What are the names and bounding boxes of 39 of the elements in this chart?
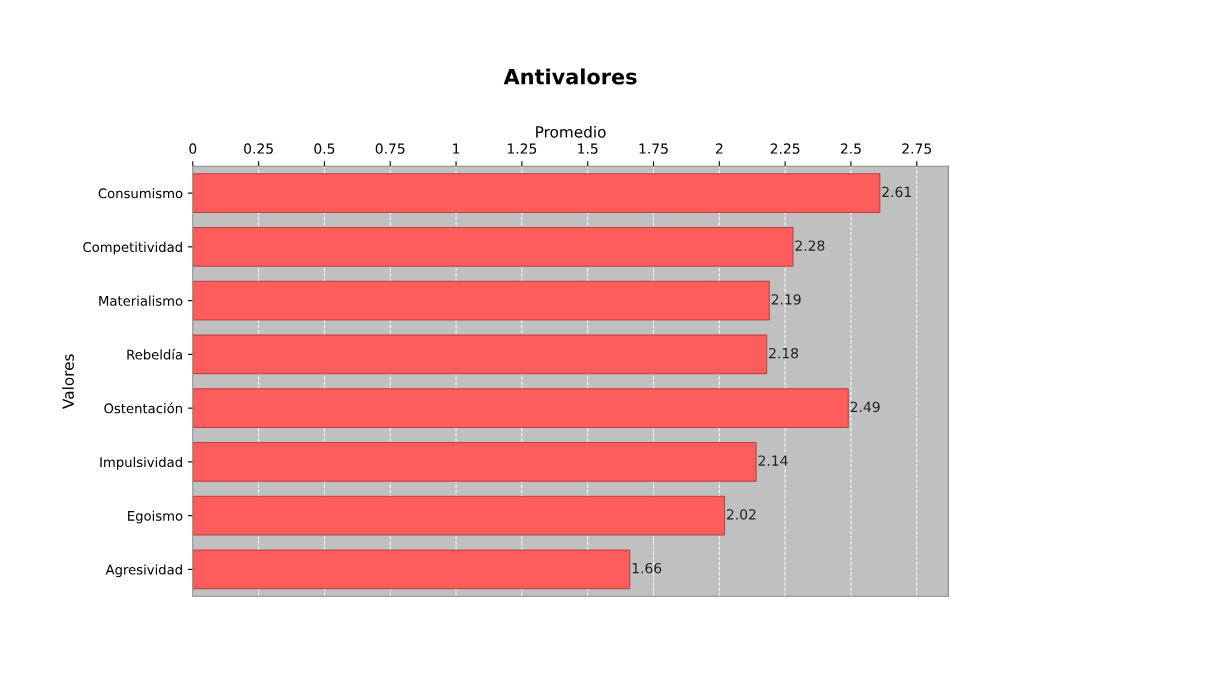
bar	[192, 495, 725, 536]
y-tick-label: Materialismo	[99, 295, 183, 306]
x-tick-label: 1.25	[507, 143, 537, 154]
x-tick-label: 1.5	[578, 143, 598, 154]
y-tick-label: Rebeldía	[127, 348, 182, 360]
data-label: 2.18	[769, 347, 799, 359]
x-tick-label: 0.75	[375, 143, 405, 154]
data-label: 2.28	[795, 240, 825, 251]
y-tick-label: Consumismo	[98, 188, 183, 199]
y-tick-label: Ostentación	[104, 402, 182, 414]
x-tick-label: 1	[453, 143, 460, 154]
x-tick-label: 2	[715, 143, 723, 154]
x-tick-label: 0.5	[314, 143, 335, 154]
data-label: 1.66	[632, 562, 662, 574]
x-tick-label: 0.25	[244, 143, 273, 154]
data-label: 2.49	[850, 401, 880, 413]
data-label: 2.14	[758, 455, 788, 466]
bar	[192, 334, 768, 375]
data-label: 2.19	[771, 294, 801, 305]
data-label: 2.02	[726, 509, 756, 520]
bar	[192, 388, 849, 428]
x-tick-label: 0	[189, 143, 197, 154]
y-tick-label: Impulsividad	[100, 456, 182, 470]
y-axis-title: Valores	[62, 354, 74, 409]
x-tick-label: 2.75	[902, 143, 931, 154]
y-tick-label: Agresividad	[105, 564, 182, 578]
bar	[192, 227, 794, 267]
y-tick-label: Egoismo	[128, 510, 183, 524]
bar	[192, 173, 881, 213]
bar	[192, 280, 770, 321]
data-label: 2.61	[882, 186, 911, 198]
x-tick-label: 1.75	[639, 143, 668, 154]
x-tick-label: 2.25	[770, 143, 800, 154]
x-tick-label: 2.5	[840, 143, 861, 154]
y-tick-label: Competitividad	[83, 241, 182, 255]
chart-title: Antivalores	[503, 68, 637, 85]
x-axis-title: Promedio	[536, 125, 606, 138]
bar	[192, 549, 631, 590]
bar	[192, 442, 757, 482]
